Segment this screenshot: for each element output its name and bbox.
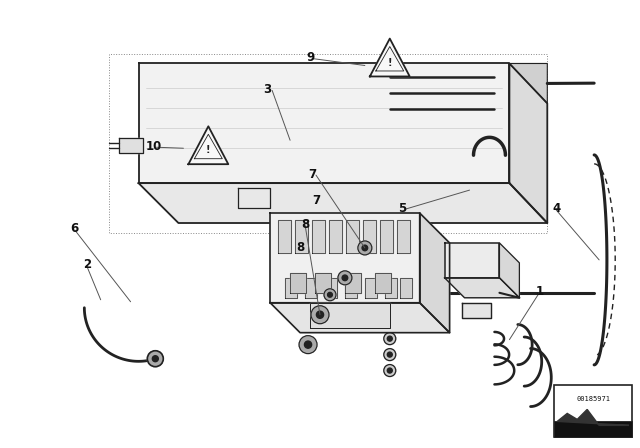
Polygon shape bbox=[312, 220, 325, 253]
Text: 8: 8 bbox=[296, 241, 304, 254]
Text: !: ! bbox=[388, 57, 392, 68]
Circle shape bbox=[358, 241, 372, 255]
Text: 1: 1 bbox=[535, 285, 543, 298]
Circle shape bbox=[342, 275, 348, 280]
Polygon shape bbox=[461, 303, 492, 318]
Polygon shape bbox=[385, 278, 397, 298]
Circle shape bbox=[384, 333, 396, 345]
Circle shape bbox=[311, 306, 329, 324]
Circle shape bbox=[384, 365, 396, 376]
Polygon shape bbox=[139, 183, 547, 223]
Polygon shape bbox=[118, 138, 143, 153]
Polygon shape bbox=[325, 278, 337, 298]
Text: 9: 9 bbox=[306, 51, 314, 64]
Polygon shape bbox=[370, 39, 410, 77]
Polygon shape bbox=[375, 273, 391, 293]
Text: 3: 3 bbox=[263, 83, 271, 96]
Polygon shape bbox=[295, 220, 308, 253]
Circle shape bbox=[147, 351, 163, 366]
Polygon shape bbox=[329, 220, 342, 253]
Polygon shape bbox=[420, 213, 449, 333]
Circle shape bbox=[384, 349, 396, 361]
Bar bbox=[554, 422, 632, 437]
Text: 8: 8 bbox=[301, 217, 309, 231]
Circle shape bbox=[305, 341, 312, 348]
Polygon shape bbox=[345, 273, 361, 293]
Polygon shape bbox=[557, 409, 629, 425]
Polygon shape bbox=[445, 278, 520, 298]
Text: 6: 6 bbox=[70, 223, 79, 236]
Circle shape bbox=[324, 289, 336, 301]
Text: 00185971: 00185971 bbox=[576, 396, 610, 402]
Polygon shape bbox=[290, 273, 306, 293]
Bar bbox=[554, 385, 632, 437]
Polygon shape bbox=[315, 273, 331, 293]
Text: 10: 10 bbox=[145, 140, 162, 153]
Circle shape bbox=[316, 311, 324, 319]
Text: 7: 7 bbox=[312, 194, 320, 207]
Polygon shape bbox=[270, 303, 449, 333]
Circle shape bbox=[338, 271, 352, 285]
Polygon shape bbox=[400, 278, 412, 298]
Polygon shape bbox=[278, 220, 291, 253]
Polygon shape bbox=[363, 220, 376, 253]
Polygon shape bbox=[310, 303, 390, 327]
Polygon shape bbox=[270, 213, 420, 303]
Polygon shape bbox=[188, 126, 228, 164]
Circle shape bbox=[299, 336, 317, 353]
Polygon shape bbox=[509, 64, 547, 223]
Circle shape bbox=[387, 352, 392, 357]
Polygon shape bbox=[365, 278, 377, 298]
Polygon shape bbox=[445, 243, 499, 278]
Polygon shape bbox=[346, 220, 359, 253]
Polygon shape bbox=[397, 220, 410, 253]
Polygon shape bbox=[509, 64, 547, 103]
Text: 2: 2 bbox=[83, 258, 91, 271]
Text: 4: 4 bbox=[552, 202, 561, 215]
Polygon shape bbox=[139, 64, 509, 183]
Text: 7: 7 bbox=[308, 168, 316, 181]
Circle shape bbox=[152, 356, 158, 362]
Polygon shape bbox=[380, 220, 393, 253]
Text: 5: 5 bbox=[397, 202, 406, 215]
Polygon shape bbox=[345, 278, 357, 298]
Circle shape bbox=[328, 293, 332, 297]
Polygon shape bbox=[499, 243, 520, 298]
Circle shape bbox=[387, 336, 392, 341]
Polygon shape bbox=[238, 188, 270, 208]
Circle shape bbox=[387, 368, 392, 373]
Polygon shape bbox=[305, 278, 317, 298]
Polygon shape bbox=[285, 278, 297, 298]
Circle shape bbox=[362, 245, 367, 251]
Text: !: ! bbox=[206, 145, 211, 155]
